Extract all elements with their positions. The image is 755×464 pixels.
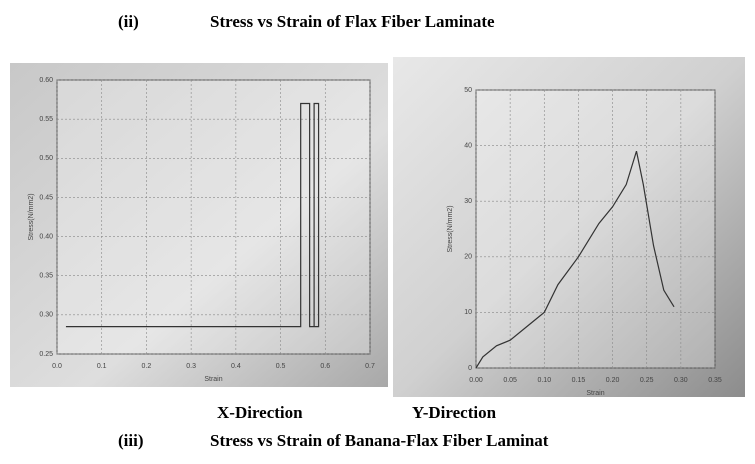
y-tick-label: 0.60 [39,77,53,84]
x-tick-label: 0.00 [469,377,483,384]
section-number: (iii) [118,431,144,450]
x-tick-label: 0.6 [320,363,330,370]
y-tick-label: 0.55 [39,116,53,123]
y-axis-label: Stress(N/mm2) [447,205,454,252]
y-tick-label: 0.40 [39,233,53,240]
chart-right: 0.00 0.05 0.10 0.15 0.20 0.25 0.30 0.35 0 10 20 30 4… [447,87,722,397]
caption: Y-Direction [412,403,497,422]
x-tick-label: 0.10 [537,377,551,384]
x-tick-label: 0.1 [97,363,107,370]
plot-area [57,80,370,354]
y-tick-label: 40 [464,142,472,149]
x-tick-label: 0.4 [231,363,241,370]
y-tick-label: 0.45 [39,194,53,201]
y-tick-label: 0.25 [39,351,53,358]
y-tick-label: 20 [464,254,472,261]
y-axis-label: Stress(N/mm2) [28,193,35,240]
x-tick-label: 0.5 [276,363,286,370]
section-number: (ii) [118,12,139,31]
chart-left: 0.0 0.1 0.2 0.3 0.4 0.5 0.6 0.7 0.25 0.30 0.35 0.40… [28,77,375,383]
y-tick-label: 10 [464,309,472,316]
document: (ii) Stress vs Strain of Flax Fiber Lami… [0,0,755,459]
section-title: Stress vs Strain of Banana-Flax Fiber La… [210,431,549,450]
x-tick-label: 0.2 [142,363,152,370]
x-axis-label: Strain [204,376,222,383]
y-tick-label: 0.50 [39,155,53,162]
y-tick-label: 0.30 [39,312,53,319]
x-tick-label: 0.05 [503,377,517,384]
x-tick-label: 0.3 [186,363,196,370]
section-title: Stress vs Strain of Flax Fiber Laminate [210,12,495,31]
caption: X-Direction [217,403,303,422]
x-tick-label: 0.35 [708,377,722,384]
x-tick-label: 0.20 [606,377,620,384]
y-tick-label: 50 [464,87,472,94]
page: (ii) Stress vs Strain of Flax Fiber Lami… [0,0,755,464]
y-tick-label: 0 [468,365,472,372]
x-tick-label: 0.15 [572,377,586,384]
x-tick-label: 0.7 [365,363,375,370]
y-tick-label: 30 [464,198,472,205]
x-tick-label: 0.25 [640,377,654,384]
y-tick-label: 0.35 [39,273,53,280]
x-tick-label: 0.30 [674,377,688,384]
x-tick-label: 0.0 [52,363,62,370]
x-axis-label: Strain [586,390,604,397]
